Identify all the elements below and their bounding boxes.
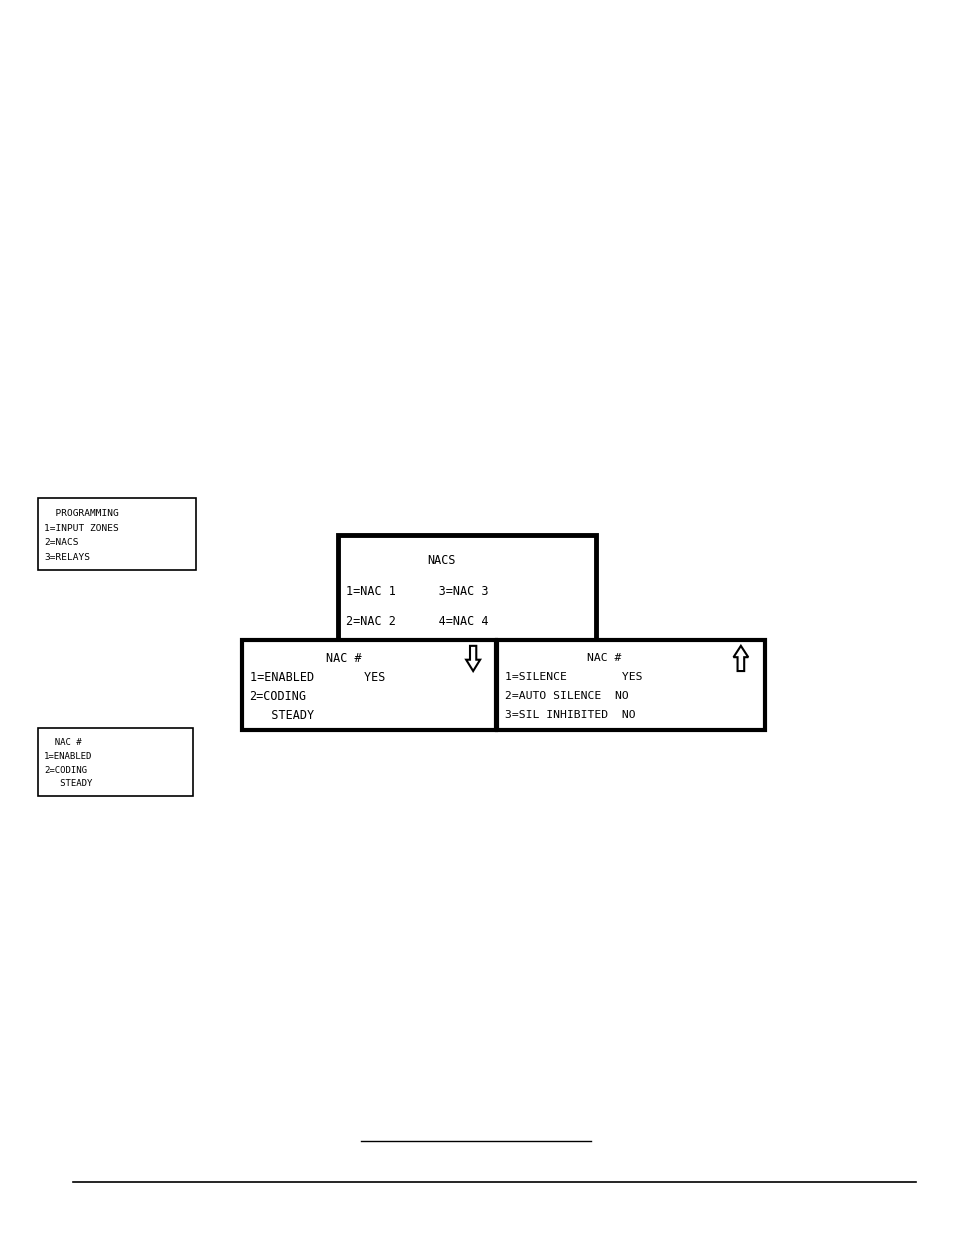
Text: STEADY: STEADY: [250, 709, 314, 721]
Text: 2=NACS: 2=NACS: [44, 538, 79, 547]
Text: 3=SIL INHIBITED  NO: 3=SIL INHIBITED NO: [504, 710, 635, 720]
Text: PROGRAMMING: PROGRAMMING: [44, 509, 119, 519]
Text: 1=NAC 1      3=NAC 3: 1=NAC 1 3=NAC 3: [345, 584, 488, 598]
Bar: [497, 640, 764, 730]
Bar: [337, 535, 596, 643]
Text: 1=SILENCE        YES: 1=SILENCE YES: [504, 672, 642, 683]
Bar: [38, 727, 193, 797]
Text: 1=INPUT ZONES: 1=INPUT ZONES: [44, 524, 119, 532]
Text: NAC #: NAC #: [325, 652, 361, 664]
Text: 2=NAC 2      4=NAC 4: 2=NAC 2 4=NAC 4: [345, 615, 488, 627]
Bar: [242, 640, 496, 730]
Text: 2=CODING: 2=CODING: [250, 690, 306, 703]
Text: 2=AUTO SILENCE  NO: 2=AUTO SILENCE NO: [504, 692, 628, 701]
Text: 1=ENABLED: 1=ENABLED: [44, 752, 92, 761]
Text: NAC #: NAC #: [586, 653, 620, 663]
Text: 2=CODING: 2=CODING: [44, 766, 87, 774]
Text: NACS: NACS: [427, 555, 455, 567]
Text: 1=ENABLED       YES: 1=ENABLED YES: [250, 671, 385, 684]
Text: NAC #: NAC #: [44, 739, 82, 747]
Text: 3=RELAYS: 3=RELAYS: [44, 552, 91, 562]
Text: STEADY: STEADY: [44, 779, 92, 788]
Bar: [38, 498, 195, 571]
